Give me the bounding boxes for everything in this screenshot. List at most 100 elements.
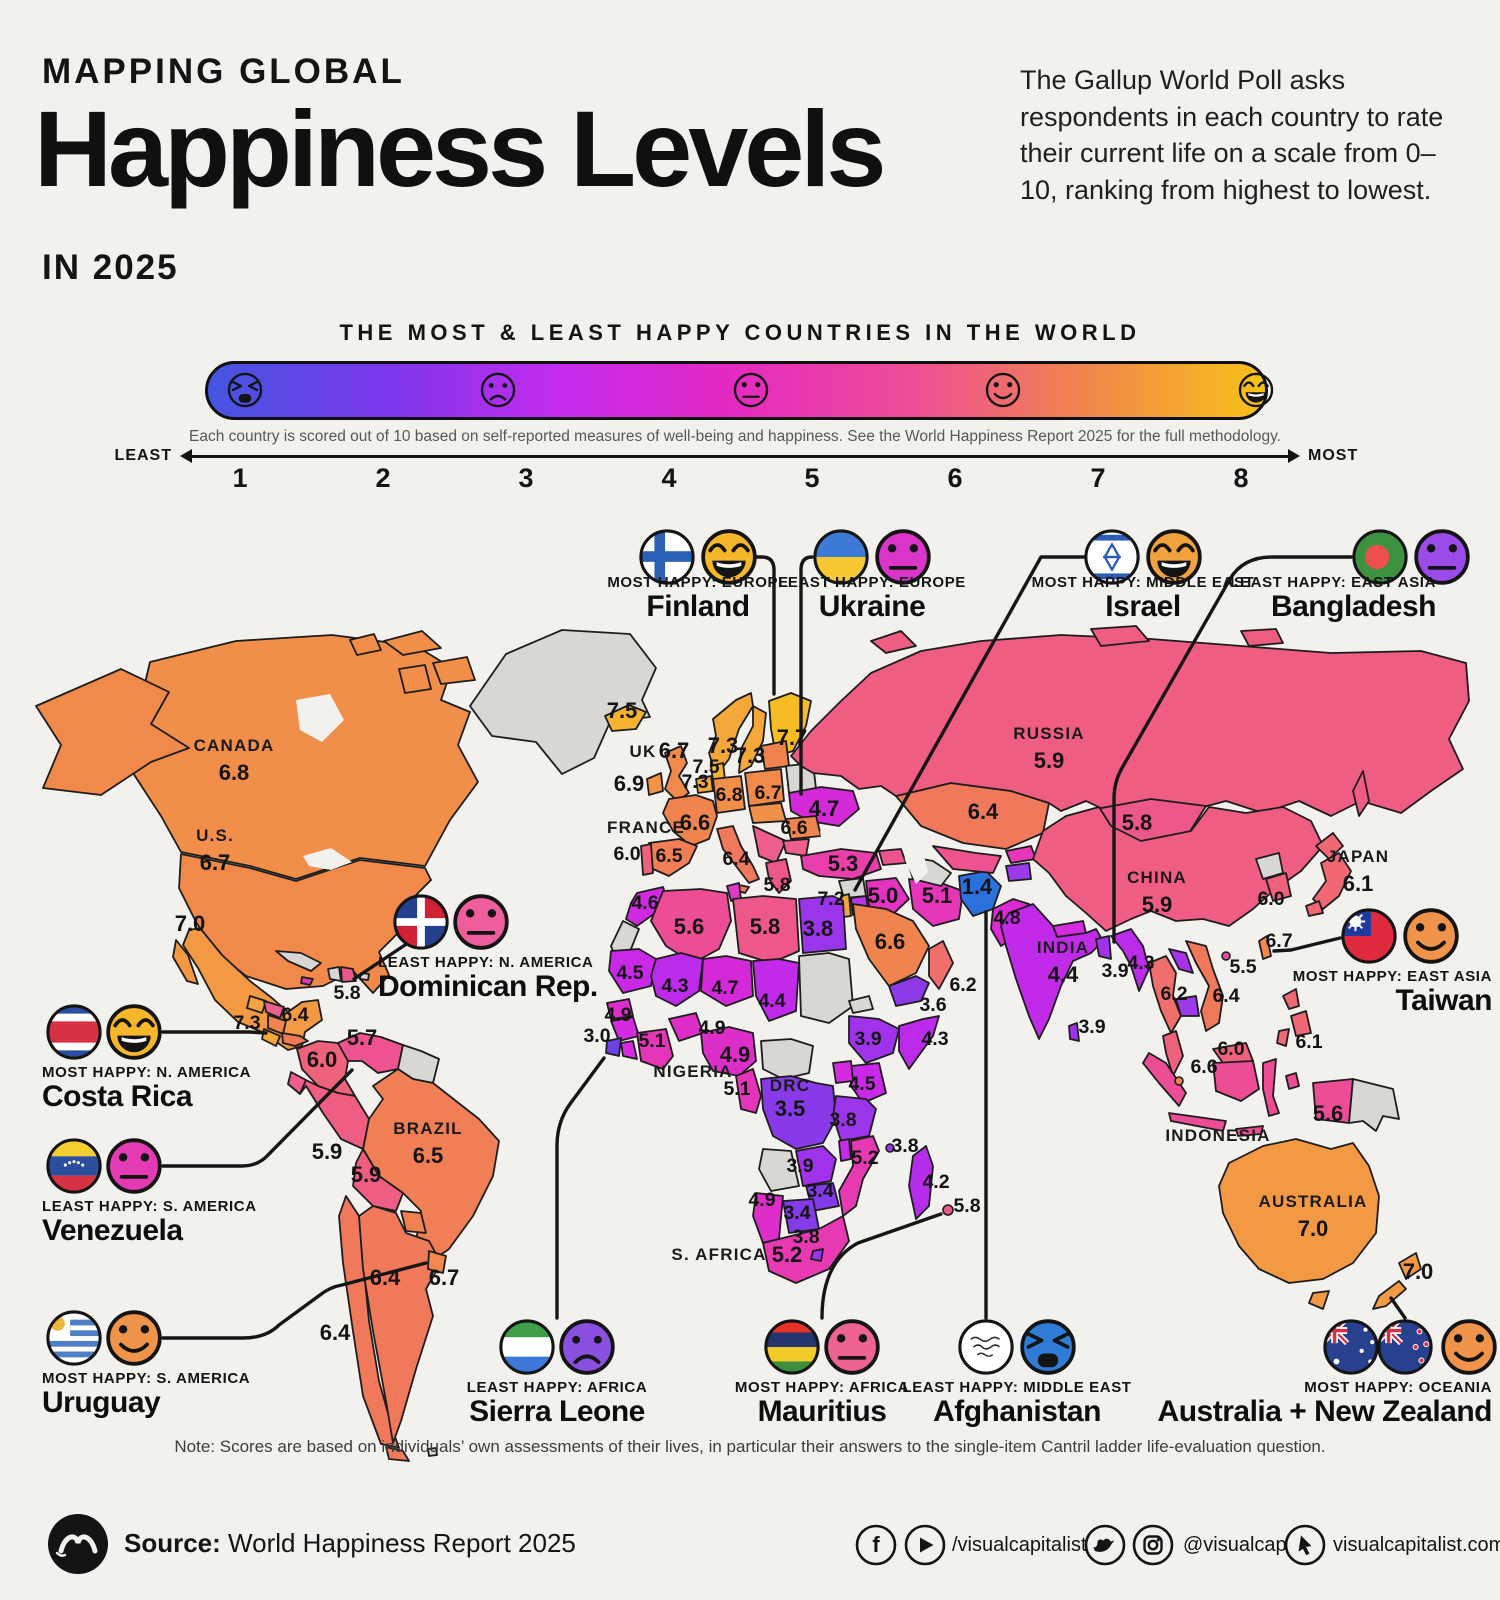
value-kenya: 4.5 [848, 1073, 875, 1095]
cursor-icon[interactable] [1284, 1524, 1326, 1566]
country-guatemala [246, 995, 267, 1014]
value-brazil: 6.5 [413, 1143, 444, 1168]
water-gap [303, 848, 352, 870]
value-us: 6.7 [200, 850, 231, 875]
kicker-title: MAPPING GLOBAL [42, 52, 405, 91]
label-drc: DRC [770, 1076, 810, 1095]
value-niger: 4.7 [711, 977, 738, 999]
value-dominican_m: 5.8 [333, 982, 360, 1004]
label-indonesia: INDONESIA [1165, 1126, 1270, 1145]
value-spain: 6.5 [655, 845, 682, 867]
ukraine-flag-icon [813, 529, 869, 585]
value-zambia: 3.9 [786, 1155, 813, 1177]
country-philippines [1276, 1028, 1290, 1047]
facebook-icon[interactable]: f [855, 1524, 897, 1566]
neutral-emoji-icon [1414, 529, 1470, 585]
value-romania: 6.6 [780, 817, 807, 839]
country-comoros [885, 1143, 895, 1153]
country-uzbekistan [932, 845, 1002, 874]
mauritius-flag-icon [764, 1319, 820, 1375]
scale-caption: Each country is scored out of 10 based o… [189, 428, 1281, 445]
callout-country-sierraleone: Sierra Leone [469, 1395, 645, 1428]
value-chile: 6.4 [320, 1320, 351, 1345]
value-australia: 7.0 [1298, 1216, 1329, 1241]
scale-title: THE MOST & LEAST HAPPY COUNTRIES IN THE … [339, 320, 1141, 345]
value-italy: 6.4 [722, 848, 749, 870]
country-canada [349, 633, 382, 656]
value-ireland: 6.9 [614, 771, 645, 796]
value-germany: 6.8 [715, 784, 742, 806]
value-tanzania: 3.8 [829, 1109, 856, 1131]
value-burkina: 4.9 [698, 1017, 725, 1039]
callout-category-dominican: LEAST HAPPY: N. AMERICA [378, 954, 594, 971]
label-us: U.S. [196, 826, 234, 845]
value-cameroon: 5.1 [723, 1078, 750, 1100]
callout-category-finland: MOST HAPPY: EUROPE [607, 574, 789, 591]
country-russia [1240, 628, 1284, 647]
callout-country-israel: Israel [1105, 590, 1181, 623]
country-myanmar [1110, 928, 1150, 992]
sierraleone-flag-icon [499, 1319, 555, 1375]
value-denmark: 7.5 [692, 756, 719, 778]
connector-venezuela [161, 1068, 354, 1168]
callout-country-afghanistan: Afghanistan [933, 1395, 1101, 1428]
value-panama: 6.4 [281, 1004, 308, 1026]
country-ivorycoast [636, 1028, 674, 1070]
country-drc [760, 1075, 837, 1150]
scale-tick-5: 5 [804, 463, 820, 493]
callout-category-ukraine: LEAST HAPPY: EUROPE [778, 574, 966, 591]
country-poland [744, 768, 785, 807]
smile-emoji-icon [106, 1310, 162, 1366]
twitter-instagram-handle[interactable]: @visualcap [1183, 1534, 1287, 1556]
value-uruguay_m: 6.7 [429, 1265, 460, 1290]
country-sierraleone_m [605, 1037, 622, 1057]
value-morocco: 4.6 [631, 892, 658, 914]
connector-costarica [161, 1030, 268, 1035]
scale-tick-8: 8 [1233, 463, 1249, 493]
country-madagascar [908, 1145, 934, 1220]
country-cameroon [735, 1068, 762, 1114]
angry-emoji-icon [227, 372, 263, 408]
smile-emoji-icon [1403, 908, 1459, 964]
value-libya: 5.8 [750, 914, 781, 939]
value-chad: 4.4 [758, 990, 785, 1012]
callout-category-venezuela: LEAST HAPPY: S. AMERICA [42, 1198, 257, 1215]
value-greece: 5.8 [763, 874, 790, 896]
value-algeria: 5.6 [674, 914, 705, 939]
label-india: INDIA [1037, 938, 1089, 957]
value-singapore: 6.6 [1190, 1056, 1217, 1078]
newzealand-flag-icon [1377, 1319, 1433, 1375]
country-indonesia [1212, 1060, 1260, 1102]
value-namibia: 4.9 [748, 1189, 775, 1211]
value-mali: 4.3 [661, 975, 688, 997]
youtube-icon[interactable] [904, 1524, 946, 1566]
callout-country-uruguay: Uruguay [42, 1386, 161, 1419]
facebook-youtube-handle[interactable]: /visualcapitalist [952, 1534, 1087, 1556]
twitter-icon[interactable] [1084, 1524, 1126, 1566]
afghanistan-flag-icon [958, 1319, 1014, 1375]
label-brazil: BRAZIL [393, 1119, 463, 1138]
country-tdf [385, 1446, 410, 1462]
value-costarica_m: 7.3 [233, 1012, 260, 1034]
country-indonesia [1262, 1058, 1280, 1117]
value-afghanistan_m: 1.4 [962, 874, 993, 899]
connector-sierraleone [555, 1056, 606, 1320]
country-greece [765, 858, 792, 894]
country-dominican_m [340, 966, 357, 983]
connector-australianz [1389, 1296, 1407, 1320]
country-japan [1305, 900, 1324, 917]
website-url[interactable]: visualcapitalist.com [1333, 1534, 1500, 1556]
country-indonesia [1142, 1052, 1187, 1107]
label-japan: JAPAN [1327, 847, 1389, 866]
scale-tick-4: 4 [661, 463, 677, 493]
label-china: CHINA [1127, 868, 1187, 887]
country-nigeria [700, 1026, 757, 1077]
scale-tick-1: 1 [232, 463, 248, 493]
country-png [1348, 1078, 1400, 1132]
country-sweden [738, 705, 767, 774]
instagram-icon[interactable] [1132, 1524, 1174, 1566]
country-mali [650, 952, 704, 1007]
value-senegal: 4.9 [604, 1004, 631, 1026]
value-malaysia: 6.0 [1217, 1038, 1244, 1060]
